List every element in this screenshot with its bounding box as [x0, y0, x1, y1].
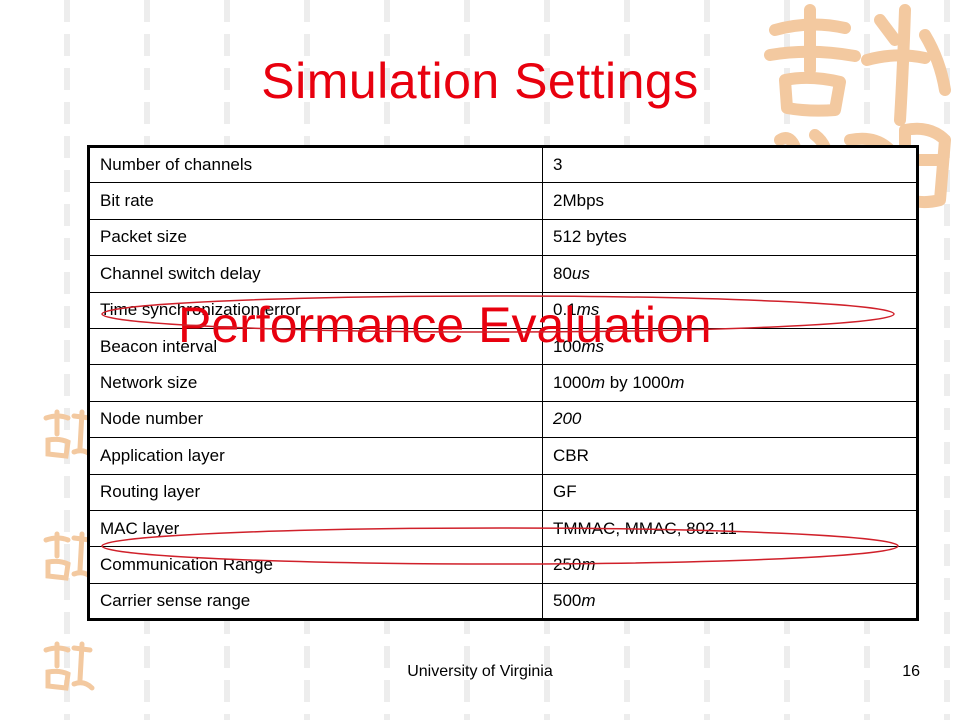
value-text: 3 — [553, 155, 563, 175]
value-cell: 250m — [542, 546, 918, 584]
page-number: 16 — [902, 663, 920, 680]
value-unit: m — [581, 590, 596, 610]
table-row: Node number 200 — [88, 400, 918, 439]
param-cell: Number of channels — [88, 145, 543, 184]
value-cell: 80us — [542, 255, 918, 293]
value-cell: CBR — [542, 437, 918, 475]
value-unit: ms — [581, 336, 605, 356]
overlay-title: Performance Evaluation — [178, 297, 712, 353]
table-row: MAC layer TMMAC, MMAC, 802.11 — [88, 509, 918, 548]
value-text: 512 bytes — [553, 227, 627, 247]
table-row: Beacon interval 100ms — [88, 327, 918, 366]
param-cell: Packet size — [88, 218, 543, 257]
table-row: Channel switch delay 80us — [88, 255, 918, 293]
value-text: TMMAC, MMAC, 802.11 — [553, 518, 737, 538]
value-text: GF — [553, 482, 577, 502]
slide-title: Simulation Settings — [261, 53, 699, 109]
param-cell: MAC layer — [88, 509, 543, 548]
value-cell: 512 bytes — [542, 218, 918, 257]
param-cell: Beacon interval — [88, 327, 543, 366]
param-cell: Communication Range — [88, 546, 543, 584]
value-text: 250 — [553, 554, 582, 574]
value-cell: 200 — [542, 400, 918, 439]
footer-text: University of Virginia — [407, 663, 553, 680]
table-row: Routing layer GF — [88, 473, 918, 511]
table-row: Bit rate 2Mbps — [88, 182, 918, 220]
value-text: CBR — [553, 445, 589, 465]
value-unit: m — [590, 373, 605, 393]
value-text: 1000 — [553, 373, 591, 393]
table-row: Communication Range 250m — [88, 546, 918, 584]
param-cell: Carrier sense range — [88, 582, 543, 621]
value-text: 500 — [553, 590, 582, 610]
value-text: 2Mbps — [553, 191, 605, 211]
param-cell: Application layer — [88, 437, 543, 475]
value-text: 80 — [553, 263, 572, 283]
value-unit: 200 — [553, 409, 582, 429]
value-text: 100 — [553, 336, 582, 356]
table-row: Application layer CBR — [88, 437, 918, 475]
value-unit: m — [581, 554, 596, 574]
calligraphy-seal-small-icon — [43, 531, 95, 581]
value-unit: m — [670, 373, 685, 393]
value-unit: us — [571, 263, 590, 283]
value-cell: 500m — [542, 582, 918, 621]
param-cell: Routing layer — [88, 473, 543, 511]
table-row: Network size 1000m by 1000m — [88, 364, 918, 402]
calligraphy-seal-small-icon — [43, 641, 95, 691]
table-row: Packet size 512 bytes — [88, 218, 918, 257]
value-cell: TMMAC, MMAC, 802.11 — [542, 509, 918, 548]
param-cell: Bit rate — [88, 182, 543, 220]
table-row: Carrier sense range 500m — [88, 582, 918, 621]
param-cell: Network size — [88, 364, 543, 402]
value-text: by 1000 — [605, 373, 671, 393]
value-cell: 3 — [542, 145, 918, 184]
param-cell: Channel switch delay — [88, 255, 543, 293]
settings-table: Number of channels 3 Bit rate 2Mbps Packet s… — [87, 145, 919, 622]
value-cell: 1000m by 1000m — [542, 364, 918, 402]
value-cell: GF — [542, 473, 918, 511]
table-row: Number of channels 3 — [88, 145, 918, 184]
param-cell: Node number — [88, 400, 543, 439]
value-cell: 2Mbps — [542, 182, 918, 220]
